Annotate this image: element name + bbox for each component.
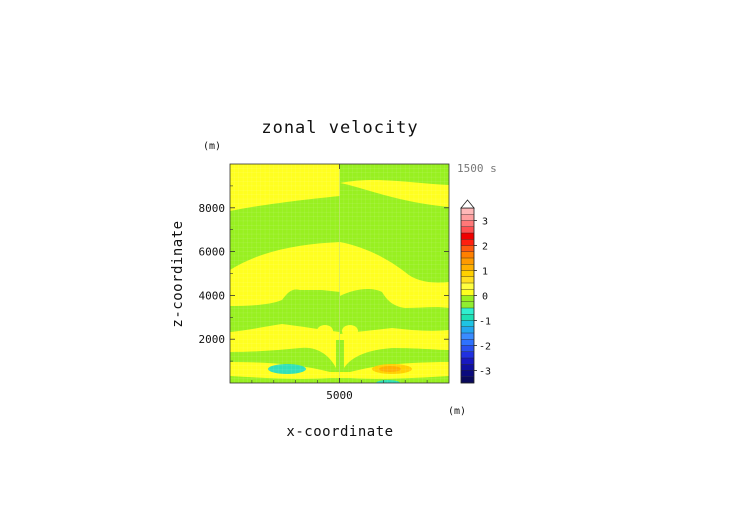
colorbar-segment (461, 239, 474, 246)
colorbar-segment (461, 333, 474, 340)
contour-band-green-upper-left (230, 196, 340, 270)
x-tick-label: 5000 (326, 389, 353, 402)
colorbar-segment (461, 320, 474, 327)
colorbar-segment (461, 370, 474, 377)
colorbar-segment (461, 214, 474, 221)
y-tick-label: 2000 (199, 333, 226, 346)
contour-pocket-yellow-left (317, 325, 333, 337)
y-tick-label: 4000 (199, 289, 226, 302)
colorbar-segment (461, 264, 474, 271)
x-axis-label: x-coordinate (286, 424, 393, 440)
colorbar-segment (461, 376, 474, 383)
colorbar-segment (461, 339, 474, 346)
contour-band-green-middle-right (340, 289, 449, 334)
colorbar-tick-label: 3 (482, 217, 488, 228)
colorbar-extend-arrow (460, 199, 475, 209)
contour-cell-cyan-bottom (376, 380, 400, 383)
colorbar-segment (461, 276, 474, 283)
colorbar: 3 2 1 0 -1 -2 -3 (460, 199, 491, 384)
colorbar-segment (461, 308, 474, 315)
colorbar-segment (461, 245, 474, 252)
colorbar-segment (461, 220, 474, 227)
time-label: 1500 s (457, 162, 497, 175)
colorbar-tick-label: -1 (479, 317, 491, 328)
colorbar-segment (461, 351, 474, 358)
colorbar-segment (461, 289, 474, 296)
contour-pocket-yellow-right (342, 325, 358, 337)
colorbar-segment (461, 226, 474, 233)
colorbar-segment (461, 364, 474, 371)
colorbar-segment (461, 345, 474, 352)
contour-band-green-topright (340, 164, 449, 185)
x-axis-ticks: 5000 (251, 164, 428, 402)
colorbar-segment (461, 314, 474, 321)
colorbar-segment (461, 358, 474, 365)
colorbar-segment (461, 233, 474, 240)
colorbar-tick-label: 1 (482, 267, 488, 278)
colorbar-segment (461, 301, 474, 308)
colorbar-segment (461, 270, 474, 277)
contour-cell-cyan-left (268, 364, 306, 374)
colorbar-segment (461, 258, 474, 265)
colorbar-tick-label: 2 (482, 242, 488, 253)
contour-cell-orange-core (379, 366, 401, 372)
contour-band-green-upper-right (340, 183, 449, 283)
colorbar-tick-label: -3 (479, 367, 491, 378)
colorbar-tick-label: 0 (482, 292, 488, 303)
colorbar-tick-label: -2 (479, 342, 491, 353)
contour-band-green-middle-left (230, 289, 340, 332)
colorbar-segment (461, 283, 474, 290)
colorbar-segment (461, 208, 474, 215)
colorbar-segment (461, 326, 474, 333)
colorbar-segment (461, 295, 474, 302)
contour-plot-area (229, 163, 450, 384)
y-axis-unit: (m) (203, 141, 221, 152)
colorbar-segment (461, 251, 474, 258)
y-axis-label: z-coordinate (170, 220, 186, 327)
chart-title: zonal velocity (261, 118, 418, 138)
y-tick-label: 6000 (199, 246, 226, 259)
y-tick-label: 8000 (199, 202, 226, 215)
x-axis-unit: (m) (448, 406, 466, 417)
y-axis-ticks: 2000 4000 6000 8000 (199, 185, 449, 362)
